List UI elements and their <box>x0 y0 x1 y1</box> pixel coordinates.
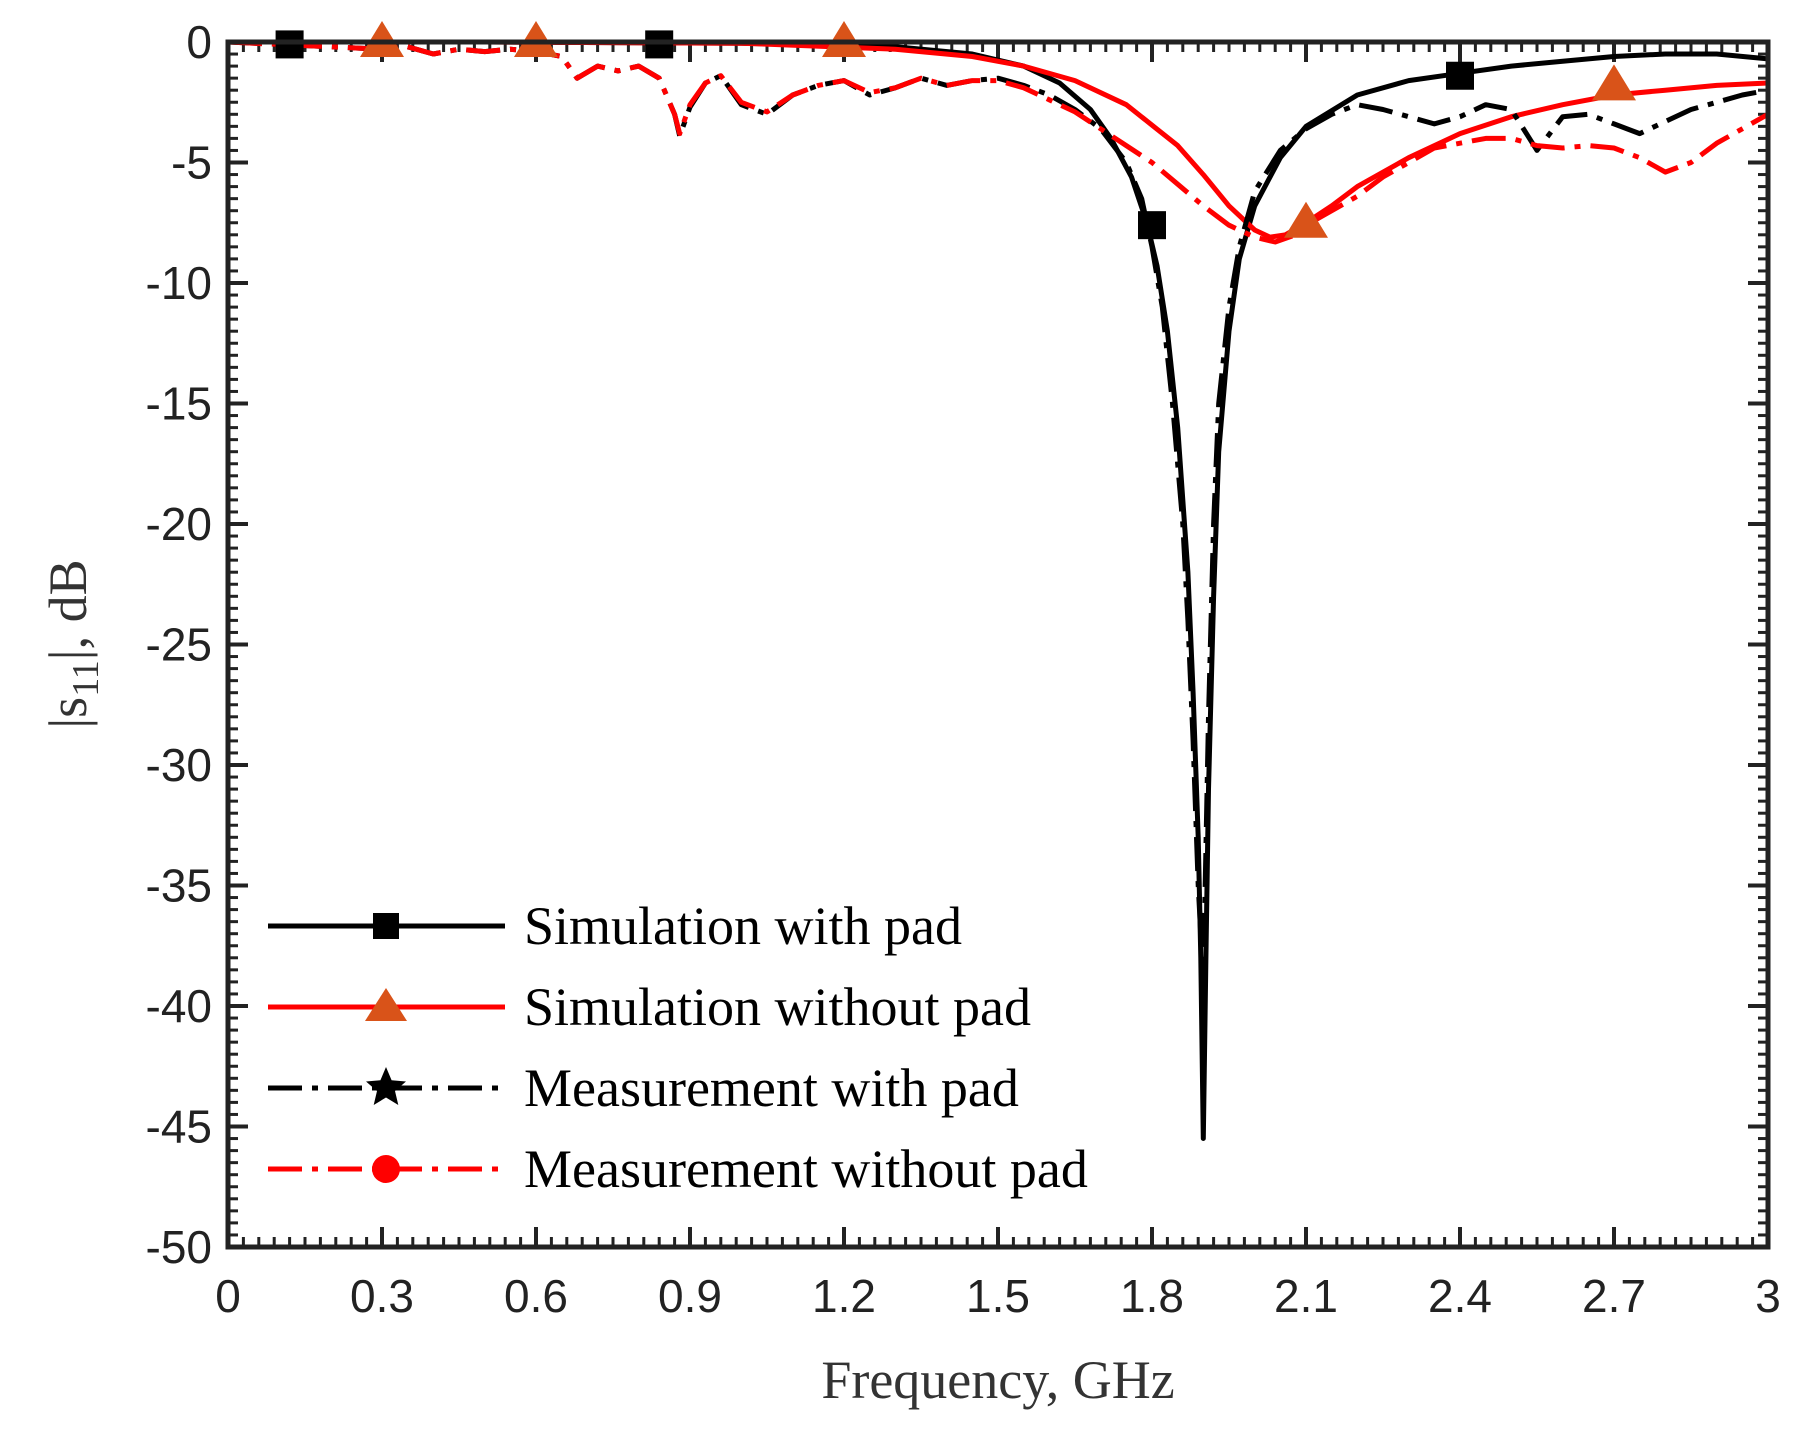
x-tick-label: 3 <box>1755 1270 1781 1322</box>
legend-label-sim-with-pad: Simulation with pad <box>524 896 962 956</box>
legend-label-meas-without-pad: Measurement without pad <box>524 1139 1088 1199</box>
x-tick-label: 2.7 <box>1582 1270 1646 1322</box>
y-tick-label: -35 <box>146 860 212 912</box>
y-axis-title-tail: |, dB <box>38 559 98 660</box>
legend-label-sim-without-pad: Simulation without pad <box>524 977 1031 1037</box>
y-axis-title-main: |s <box>38 697 98 729</box>
x-tick-label: 2.4 <box>1428 1270 1492 1322</box>
x-tick-label: 0.3 <box>350 1270 414 1322</box>
x-tick-label: 1.5 <box>966 1270 1030 1322</box>
y-tick-label: -5 <box>171 137 212 189</box>
y-tick-label: 0 <box>186 16 212 68</box>
data-point-triangle <box>514 21 558 57</box>
legend: Simulation with pad Simulation without p… <box>268 896 1088 1199</box>
x-tick-label: 0.9 <box>658 1270 722 1322</box>
data-point-square <box>1446 61 1474 90</box>
x-tick-label: 0 <box>215 1270 241 1322</box>
x-tick-labels: 0 0.3 0.6 0.9 1.2 1.5 1.8 2.1 2.4 2.7 3 <box>215 1270 1781 1322</box>
data-point-triangle <box>822 21 866 57</box>
y-axis-title: |s11|, dB <box>38 559 107 728</box>
y-tick-label: -25 <box>146 619 212 671</box>
y-tick-label: -40 <box>146 980 212 1032</box>
y-tick-label: -30 <box>146 739 212 791</box>
plot-area-frame <box>225 39 1771 1250</box>
series-line-3 <box>228 42 1768 245</box>
y-tick-label: -45 <box>146 1101 212 1153</box>
x-tick-label: 2.1 <box>1274 1270 1338 1322</box>
x-tick-label: 1.2 <box>812 1270 876 1322</box>
legend-entry-sim-with-pad: Simulation with pad <box>268 896 962 956</box>
legend-marker-square <box>373 913 399 939</box>
y-axis-title-subscript: 11 <box>65 660 107 697</box>
legend-marker-triangle <box>365 988 407 1021</box>
y-tick-label: -20 <box>146 498 212 550</box>
x-axis-title: Frequency, GHz <box>821 1350 1174 1410</box>
data-point-triangle <box>360 21 404 57</box>
legend-marker-star <box>366 1067 406 1105</box>
data-point-square <box>1138 211 1166 240</box>
legend-entry-sim-without-pad: Simulation without pad <box>268 977 1031 1037</box>
y-tick-labels: 0 -5 -10 -15 -20 -25 -30 -35 -40 -45 -50 <box>146 16 212 1273</box>
x-tick-label: 1.8 <box>1120 1270 1184 1322</box>
y-tick-label: -10 <box>146 257 212 309</box>
data-point-triangle <box>1592 64 1636 101</box>
series-line-1 <box>228 42 1768 240</box>
legend-entry-meas-without-pad: Measurement without pad <box>268 1139 1088 1199</box>
y-tick-label: -15 <box>146 378 212 430</box>
legend-label-meas-with-pad: Measurement with pad <box>524 1058 1019 1118</box>
y-tick-label: -50 <box>146 1221 212 1273</box>
legend-marker-circle <box>372 1155 400 1183</box>
data-point-triangle <box>1284 201 1328 238</box>
x-tick-label: 0.6 <box>504 1270 568 1322</box>
legend-entry-meas-with-pad: Measurement with pad <box>268 1058 1019 1118</box>
